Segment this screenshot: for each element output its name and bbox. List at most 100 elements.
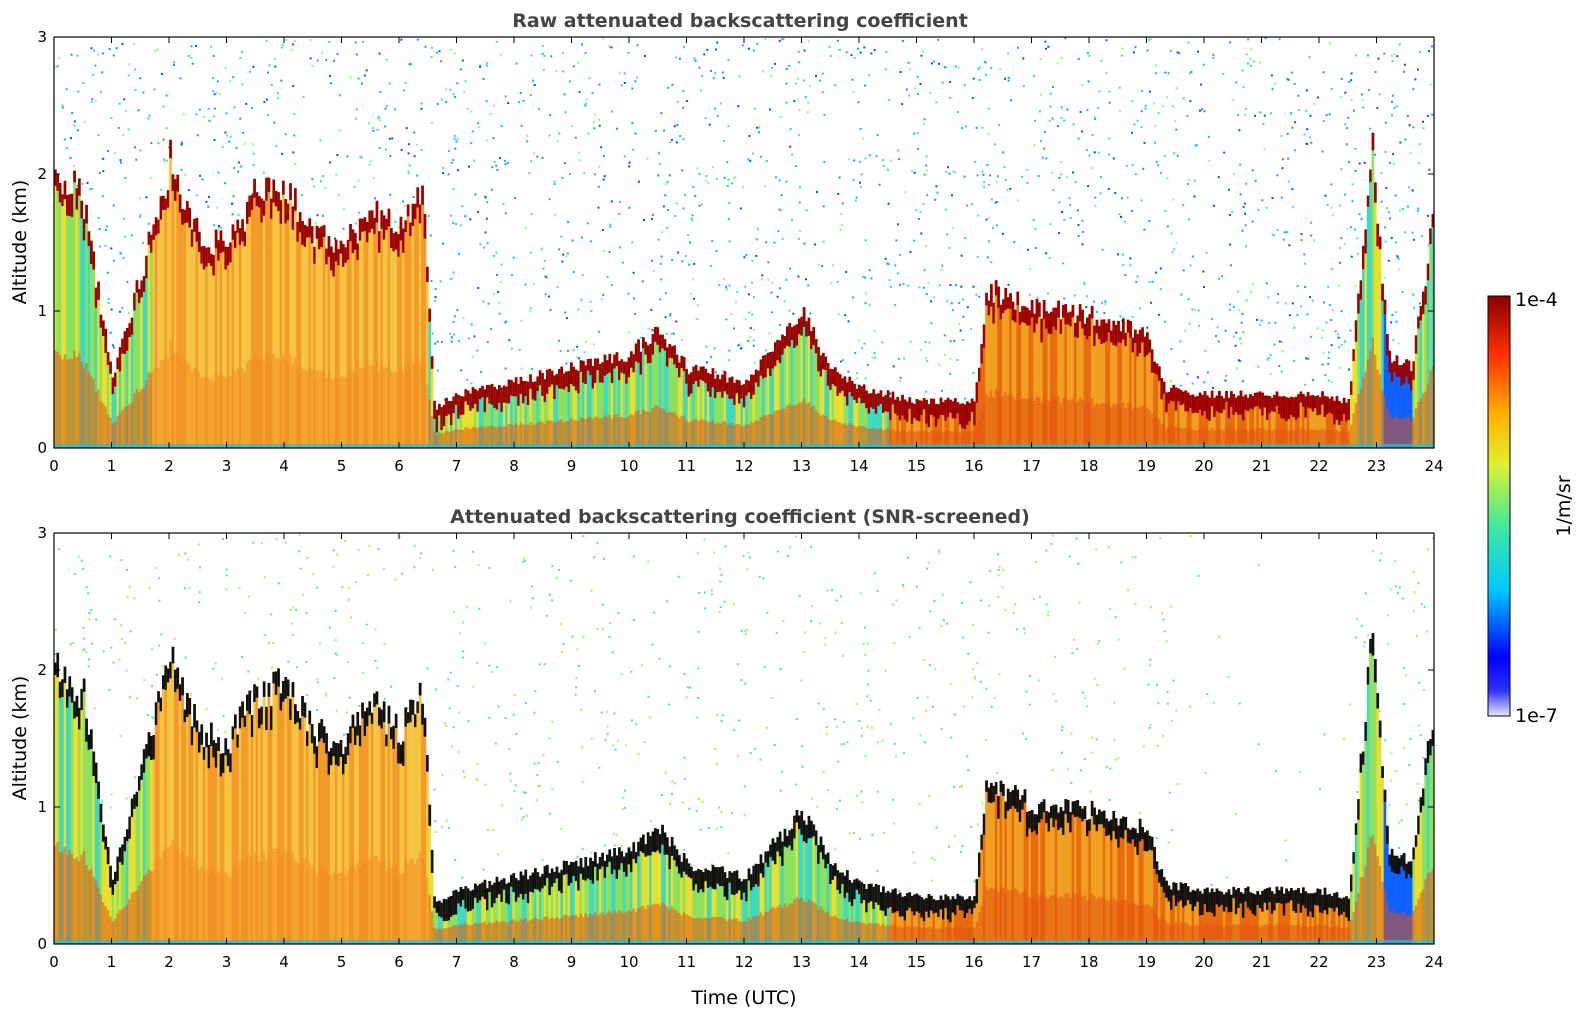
noise-speck — [578, 357, 581, 360]
layer-top-band — [1338, 401, 1341, 425]
layer-top-band — [1261, 392, 1264, 416]
noise-speck — [464, 80, 467, 83]
backscatter-column — [1045, 311, 1048, 448]
backscatter-column — [968, 403, 972, 448]
backscatter-low — [152, 369, 156, 448]
noise-speck — [774, 62, 776, 65]
noise-speck — [646, 157, 649, 160]
noise-speck — [263, 576, 266, 579]
backscatter-low — [219, 371, 223, 448]
noise-speck — [867, 683, 870, 686]
noise-speck — [91, 98, 94, 101]
noise-speck — [583, 172, 586, 175]
noise-speck — [666, 600, 669, 603]
noise-speck — [1048, 257, 1051, 260]
noise-speck — [931, 705, 934, 708]
backscatter-column — [1378, 236, 1382, 448]
noise-speck — [866, 695, 869, 698]
layer-top-band — [1405, 359, 1408, 377]
layer-top-band — [1117, 320, 1120, 343]
noise-speck — [841, 202, 844, 205]
noise-speck — [748, 135, 751, 137]
noise-speck — [788, 309, 791, 312]
noise-speck — [952, 170, 955, 173]
noise-speck — [978, 295, 981, 298]
backscatter-column — [346, 239, 350, 448]
backscatter-low — [1299, 428, 1303, 448]
backscatter-column — [920, 400, 924, 448]
noise-speck — [1081, 243, 1084, 246]
noise-speck — [941, 593, 944, 596]
noise-speck — [529, 251, 532, 254]
noise-speck — [1330, 344, 1333, 347]
backscatter-low — [1258, 428, 1262, 448]
backscatter-column — [639, 351, 643, 448]
noise-speck — [1257, 743, 1260, 746]
backscatter-low — [438, 928, 441, 944]
layer-top-band — [663, 339, 667, 351]
layer-top-band — [471, 387, 475, 409]
noise-speck — [1232, 306, 1235, 308]
backscatter-column — [766, 352, 770, 448]
noise-speck — [376, 667, 379, 670]
noise-speck — [964, 397, 967, 400]
noise-speck — [434, 295, 437, 298]
noise-speck — [779, 116, 782, 118]
backscatter-column — [310, 226, 314, 448]
noise-speck — [119, 310, 121, 313]
noise-speck — [1418, 800, 1421, 803]
backscatter-column — [123, 836, 127, 944]
noise-speck — [1313, 239, 1316, 242]
noise-speck — [919, 83, 922, 85]
backscatter-low — [291, 852, 295, 944]
noise-speck — [611, 110, 613, 113]
layer-top-band — [255, 686, 259, 698]
layer-top-band — [723, 371, 727, 392]
layer-top-band — [1071, 304, 1075, 318]
x-tick-label: 24 — [1424, 457, 1443, 475]
backscatter-column — [601, 362, 604, 448]
layer-top-band — [327, 751, 331, 775]
noise-speck — [564, 162, 566, 165]
noise-speck — [462, 770, 465, 773]
noise-speck — [930, 879, 933, 882]
backscatter-low — [1035, 395, 1039, 448]
noise-speck — [1428, 168, 1431, 171]
noise-speck — [1266, 358, 1269, 361]
layer-top-band — [848, 376, 852, 393]
noise-speck — [822, 205, 825, 208]
backscatter-low — [488, 425, 492, 448]
x-tick-label: 11 — [677, 457, 696, 475]
backscatter-low — [548, 420, 552, 448]
backscatter-column — [147, 231, 151, 448]
noise-speck — [907, 284, 910, 287]
backscatter-column — [212, 255, 216, 448]
layer-top-band — [536, 376, 540, 391]
noise-speck — [770, 67, 773, 69]
backscatter-low — [176, 847, 180, 944]
backscatter-low — [867, 429, 871, 448]
backscatter-low — [1172, 425, 1176, 448]
backscatter-column — [346, 733, 350, 944]
backscatter-low — [906, 431, 909, 448]
noise-speck — [923, 269, 926, 272]
noise-speck — [540, 247, 543, 250]
noise-speck — [239, 57, 242, 60]
noise-speck — [612, 832, 615, 835]
noise-speck — [1197, 574, 1200, 577]
noise-speck — [1082, 691, 1084, 694]
noise-speck — [212, 667, 215, 670]
backscatter-low — [656, 405, 660, 448]
noise-speck — [237, 161, 240, 164]
noise-speck — [610, 46, 613, 49]
backscatter-column — [1083, 323, 1087, 448]
noise-speck — [90, 100, 93, 103]
backscatter-low — [961, 432, 964, 448]
layer-top-band — [678, 362, 681, 378]
backscatter-column — [908, 397, 912, 448]
layer-top-band — [649, 343, 652, 363]
noise-speck — [348, 598, 350, 601]
noise-speck — [852, 831, 855, 834]
noise-speck — [565, 362, 568, 365]
backscatter-low — [454, 925, 458, 944]
